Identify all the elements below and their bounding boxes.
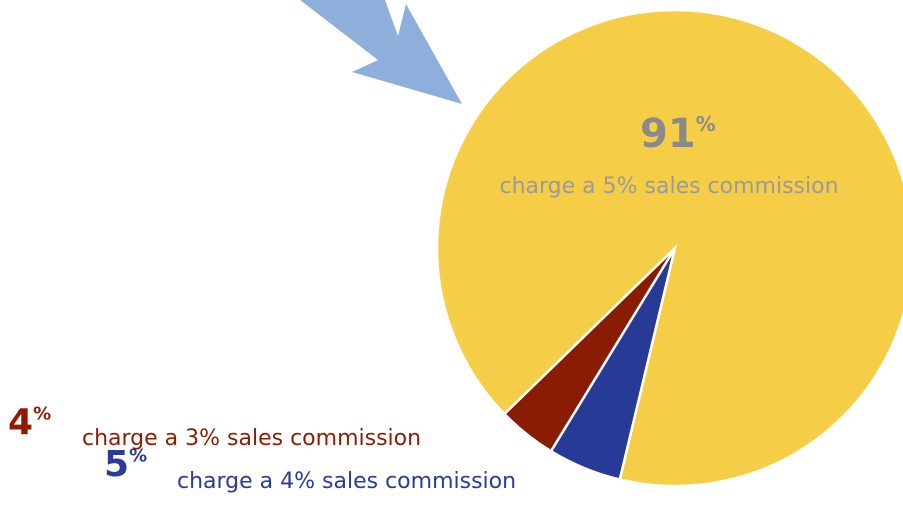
value-label: 91%	[640, 111, 716, 157]
category-label: charge a 3% sales commission	[82, 426, 421, 451]
category-label: charge a 4% sales commission	[177, 469, 516, 494]
category-label: charge a 5% sales commission	[499, 174, 838, 199]
value-label: 5%	[104, 444, 147, 485]
arrow	[300, 0, 462, 104]
value-label: 4%	[8, 402, 51, 443]
pie-slice	[435, 8, 903, 488]
